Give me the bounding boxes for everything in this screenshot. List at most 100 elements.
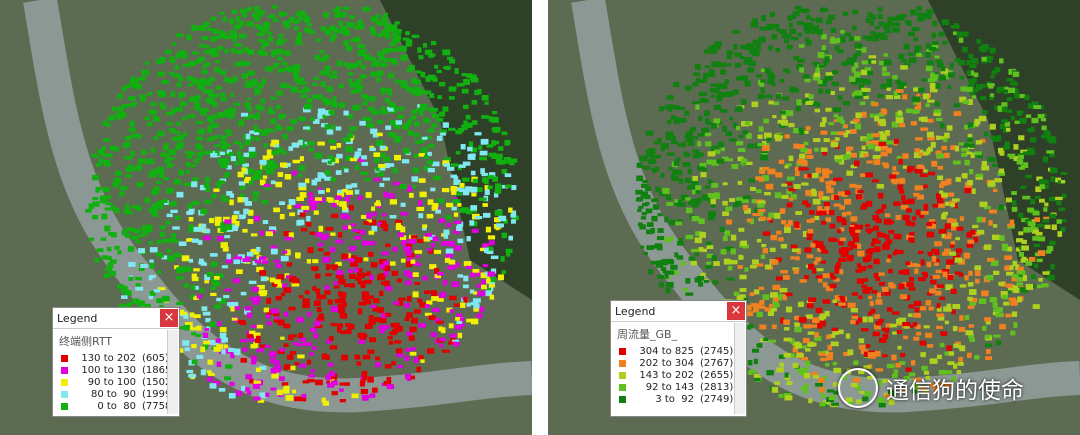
building — [952, 24, 960, 29]
building — [722, 125, 727, 132]
building — [236, 22, 242, 27]
building — [879, 120, 887, 127]
building — [902, 165, 908, 169]
building — [925, 52, 931, 58]
building — [382, 177, 390, 181]
building — [298, 116, 307, 122]
building — [683, 151, 689, 157]
building — [341, 354, 349, 361]
scrollbar[interactable] — [167, 330, 178, 414]
building — [786, 44, 793, 50]
building — [1033, 105, 1041, 110]
legend-close[interactable]: × — [727, 302, 745, 320]
building — [818, 191, 824, 197]
building — [956, 370, 962, 375]
building — [759, 324, 767, 330]
building — [495, 183, 502, 189]
building — [457, 166, 462, 171]
building — [670, 140, 678, 145]
building — [1060, 171, 1068, 176]
building — [238, 214, 246, 220]
building — [259, 270, 266, 276]
scrollbar[interactable] — [734, 323, 745, 414]
building — [96, 248, 104, 253]
building — [152, 211, 158, 217]
building — [829, 180, 837, 186]
building — [986, 81, 992, 85]
building — [360, 64, 366, 70]
building — [105, 256, 112, 260]
building — [107, 262, 114, 268]
building — [800, 167, 809, 171]
building — [978, 115, 987, 122]
building — [103, 153, 110, 157]
building — [404, 122, 411, 128]
building — [858, 84, 865, 89]
building — [243, 208, 249, 215]
building — [227, 347, 236, 353]
building — [879, 337, 887, 343]
building — [697, 133, 705, 137]
building — [193, 285, 199, 290]
building — [790, 256, 796, 260]
building — [413, 309, 421, 314]
building — [362, 101, 369, 106]
building — [189, 312, 195, 318]
building — [1060, 180, 1066, 184]
building — [817, 80, 823, 85]
building — [233, 25, 242, 30]
building — [844, 190, 851, 195]
building — [887, 16, 894, 23]
building — [488, 172, 496, 177]
building — [448, 127, 456, 131]
building — [418, 55, 424, 60]
building — [797, 8, 805, 13]
building — [360, 229, 366, 235]
building — [1027, 127, 1033, 133]
building — [1008, 87, 1016, 93]
building — [259, 179, 266, 186]
building — [325, 70, 331, 77]
building — [1010, 285, 1019, 290]
building — [338, 232, 343, 238]
building — [289, 212, 296, 217]
building — [328, 362, 334, 367]
building — [215, 150, 220, 157]
legend-close[interactable]: × — [160, 309, 178, 327]
building — [319, 57, 327, 62]
building — [814, 215, 820, 221]
building — [856, 263, 862, 268]
building — [327, 299, 333, 305]
building — [91, 174, 99, 181]
building — [267, 31, 273, 35]
building — [258, 82, 264, 89]
building — [506, 251, 511, 257]
building — [958, 37, 964, 43]
building — [804, 247, 812, 253]
building — [968, 270, 973, 276]
building — [963, 143, 971, 147]
building — [858, 317, 863, 323]
building — [224, 219, 232, 224]
building — [1017, 154, 1025, 159]
building — [873, 258, 880, 265]
building — [218, 158, 225, 164]
building — [1009, 219, 1015, 226]
building — [166, 187, 174, 194]
building — [948, 192, 955, 197]
building — [673, 160, 680, 166]
building — [902, 321, 911, 327]
building — [1038, 277, 1043, 282]
building — [366, 219, 372, 223]
building — [920, 259, 925, 266]
building — [478, 197, 487, 201]
building — [881, 162, 889, 166]
building — [223, 344, 228, 349]
building — [1018, 166, 1025, 170]
building — [455, 316, 463, 321]
building — [729, 198, 736, 202]
building — [216, 221, 224, 228]
building — [109, 145, 117, 151]
building — [854, 90, 863, 96]
building — [874, 246, 881, 253]
